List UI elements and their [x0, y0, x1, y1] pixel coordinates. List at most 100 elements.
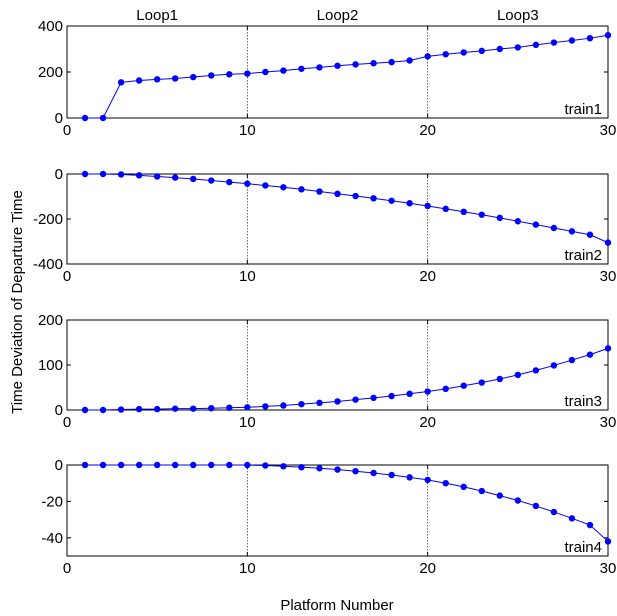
data-point [117, 171, 125, 178]
data-point [280, 184, 287, 191]
data-point [568, 515, 576, 522]
data-point [604, 239, 612, 246]
x-tick-label: 20 [419, 560, 436, 577]
axes-frame [66, 173, 609, 265]
data-point [586, 231, 594, 238]
data-point [460, 208, 467, 215]
data-point [460, 382, 467, 389]
x-axis-title: Platform Number [280, 597, 393, 614]
data-point [244, 461, 251, 469]
data-point [532, 502, 540, 510]
x-tick-label: 30 [600, 414, 617, 431]
data-point [334, 398, 341, 405]
data-point [226, 178, 233, 186]
x-tick-label: 10 [239, 268, 256, 285]
series-line [85, 464, 609, 542]
loop-label: Loop2 [317, 7, 359, 24]
data-point [406, 200, 413, 207]
series-label: train2 [564, 247, 602, 264]
data-point [190, 405, 197, 412]
data-point [298, 186, 305, 193]
data-point [226, 404, 233, 411]
data-point [172, 461, 179, 469]
data-point [208, 72, 215, 79]
data-point [532, 41, 540, 49]
data-point [81, 461, 89, 469]
data-point [424, 476, 431, 484]
y-axis-title: Time Deviation of Departure Time [9, 190, 26, 414]
data-point [514, 44, 522, 51]
data-point [370, 195, 377, 202]
series-line [85, 347, 609, 411]
data-point [244, 180, 251, 187]
data-point [316, 399, 323, 406]
data-point [117, 79, 125, 86]
data-point [550, 362, 558, 369]
data-point [153, 461, 161, 469]
data-point [280, 463, 287, 470]
data-point [550, 39, 558, 46]
data-point [406, 390, 413, 397]
data-point [244, 404, 251, 411]
y-tick-label: -400 [33, 256, 63, 273]
data-point [226, 71, 233, 78]
data-point [316, 64, 323, 71]
series-label: train4 [564, 539, 602, 556]
data-point [316, 188, 323, 195]
data-point [568, 228, 576, 235]
data-point [153, 173, 161, 180]
data-point [262, 68, 269, 76]
data-point [190, 175, 197, 183]
data-point [190, 73, 197, 81]
data-point [244, 70, 251, 77]
y-tick-label: 200 [38, 64, 63, 81]
data-point [135, 461, 143, 469]
loop-label: Loop3 [497, 7, 539, 24]
data-point [478, 47, 485, 55]
data-point [99, 461, 107, 469]
data-point [370, 394, 377, 402]
data-point [532, 367, 540, 374]
data-point [262, 403, 269, 410]
data-point [298, 65, 305, 72]
data-point [298, 400, 305, 408]
loop-label: Loop1 [136, 7, 178, 24]
data-point [352, 61, 359, 68]
data-point [478, 487, 485, 495]
axes-frame [66, 464, 609, 557]
data-point [424, 388, 431, 395]
data-point [298, 463, 305, 471]
x-tick-label: 10 [239, 122, 256, 139]
y-tick-label: -200 [33, 211, 63, 228]
data-point [496, 375, 503, 383]
data-point [550, 508, 558, 516]
data-point [172, 174, 179, 181]
data-point [81, 406, 89, 414]
data-point [208, 177, 215, 184]
y-tick-label: -20 [41, 493, 63, 510]
data-point [442, 385, 449, 393]
data-point [496, 214, 503, 222]
x-tick-label: 0 [63, 560, 71, 577]
data-point [388, 471, 395, 479]
data-point [117, 406, 125, 413]
data-point [478, 211, 485, 218]
data-point [153, 405, 161, 413]
data-point [226, 461, 233, 469]
data-point [262, 462, 269, 469]
data-point [586, 34, 594, 42]
x-tick-label: 20 [419, 268, 436, 285]
x-tick-label: 0 [63, 268, 71, 285]
data-point [99, 114, 107, 122]
data-point [352, 192, 359, 200]
y-tick-label: -40 [41, 530, 63, 547]
data-point [352, 396, 359, 403]
data-point [604, 538, 612, 545]
data-point [460, 49, 467, 56]
data-point [190, 461, 197, 469]
series-label: train1 [564, 101, 602, 118]
data-point [334, 190, 341, 197]
x-tick-label: 10 [239, 414, 256, 431]
data-point [604, 345, 612, 352]
data-point [172, 405, 179, 412]
